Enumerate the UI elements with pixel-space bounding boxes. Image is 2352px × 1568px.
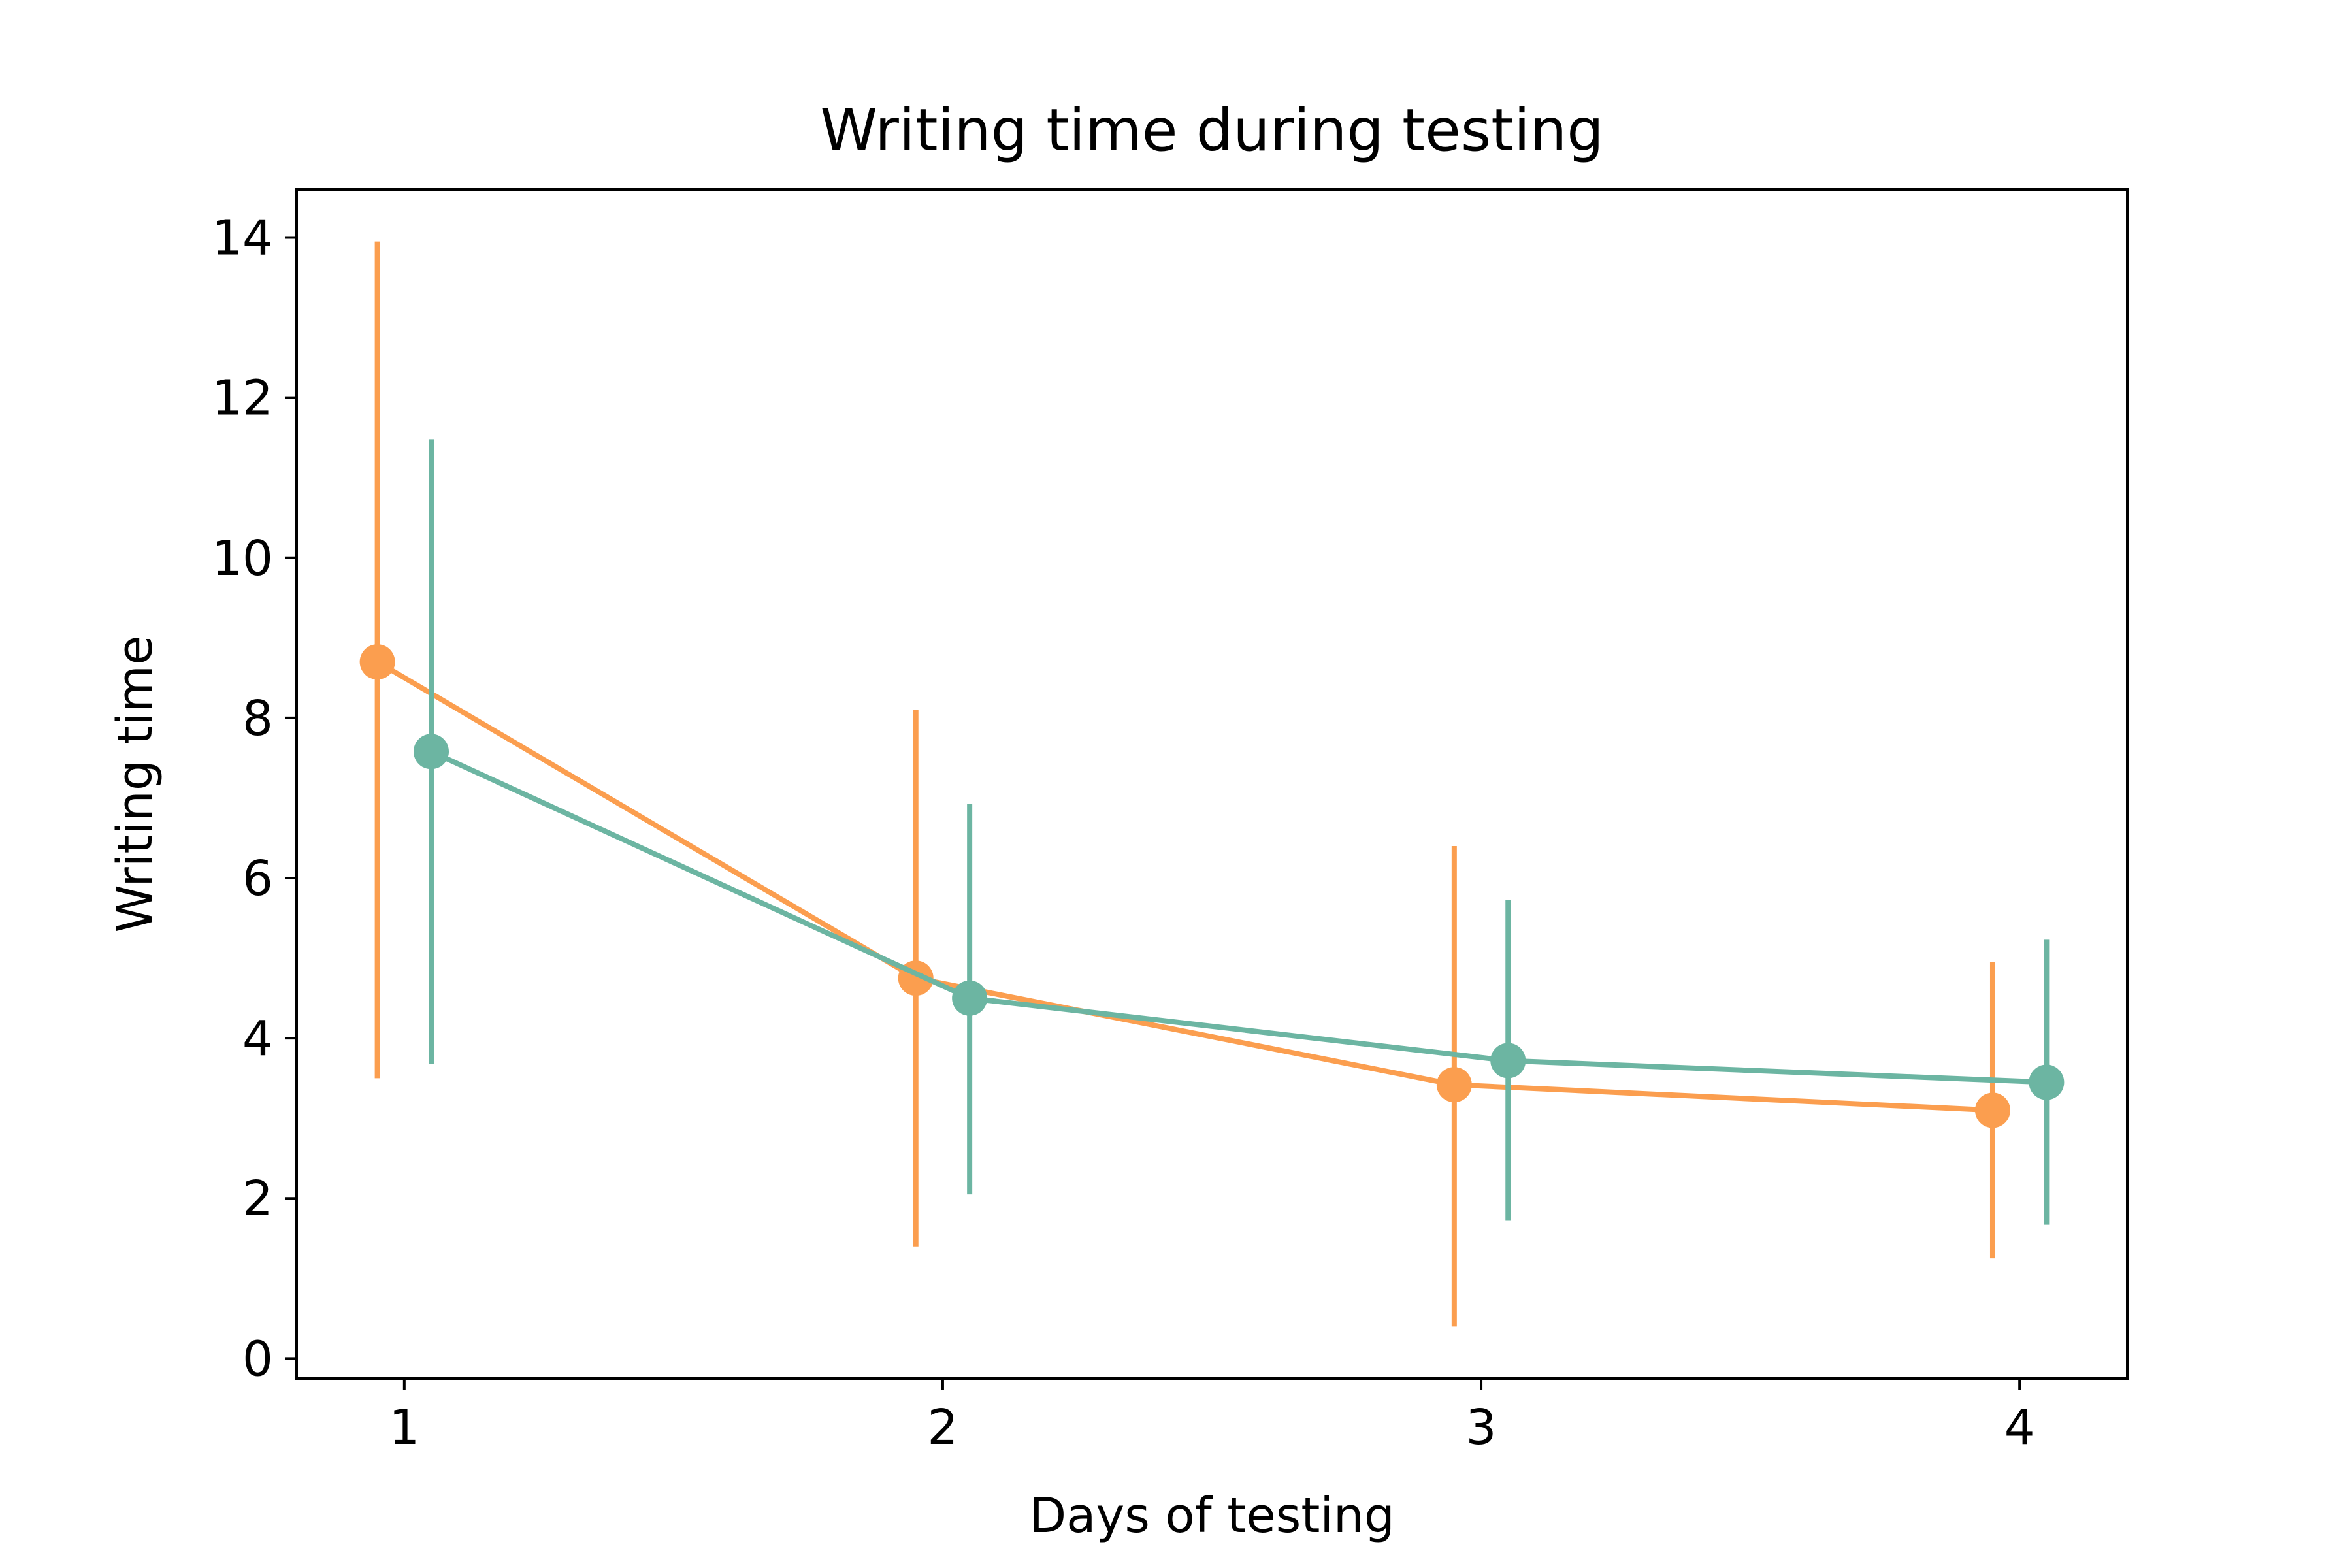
- data-point: [952, 980, 988, 1016]
- data-point: [359, 644, 395, 680]
- x-tick-label: 3: [1466, 1399, 1497, 1456]
- y-tick-label: 2: [242, 1171, 273, 1227]
- series-2: [414, 439, 2065, 1225]
- y-tick-label: 12: [212, 370, 273, 427]
- x-tick-label: 4: [2004, 1399, 2035, 1456]
- data-point: [1974, 1092, 2010, 1128]
- chart-title: Writing time during testing: [820, 96, 1603, 164]
- series-1: [359, 241, 2010, 1327]
- y-tick-label: 14: [212, 210, 273, 267]
- x-tick-label: 2: [927, 1399, 958, 1456]
- y-tick-label: 0: [242, 1331, 273, 1387]
- plot-marks: [359, 241, 2065, 1327]
- x-tick-label: 1: [389, 1399, 419, 1456]
- data-point: [414, 734, 449, 770]
- plot-frame: [295, 188, 2129, 1380]
- series-line: [376, 659, 1993, 1113]
- y-tick-label: 8: [242, 691, 273, 747]
- data-point: [1490, 1043, 1526, 1079]
- series-line: [430, 749, 2047, 1085]
- data-point: [1436, 1067, 1472, 1103]
- y-tick-label: 6: [242, 851, 273, 907]
- y-tick-label: 4: [242, 1011, 273, 1067]
- y-tick-label: 10: [212, 531, 273, 587]
- y-axis-label: Writing time: [107, 636, 163, 933]
- data-point: [2029, 1064, 2065, 1100]
- x-axis-label: Days of testing: [1029, 1488, 1395, 1544]
